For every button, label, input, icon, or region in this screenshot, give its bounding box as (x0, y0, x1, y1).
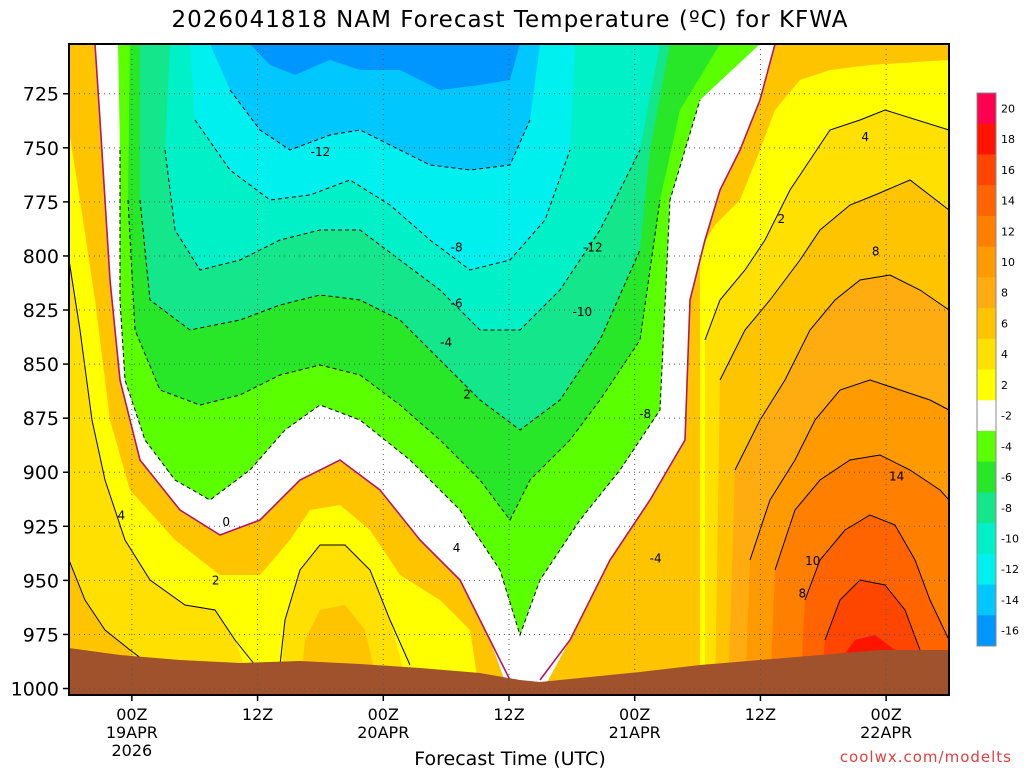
colorbar-label: 8 (1001, 287, 1008, 300)
contour-label: 4 (453, 541, 461, 555)
contour-labels: -12 -12 -8 -6 -10 -4 2 -8 0 4 4 2 -4 2 4 8 14 10 8 (118, 130, 905, 600)
colorbar-swatch (977, 615, 996, 647)
x-tick-sublabel: 21APR (609, 723, 661, 742)
colorbar-label: 4 (1001, 348, 1008, 361)
contour-label: 4 (118, 508, 126, 522)
y-tick-label: 900 (23, 462, 59, 484)
colorbar-swatch (977, 154, 996, 186)
y-tick-label: 925 (23, 516, 59, 538)
x-tick-label: 00Z (870, 705, 901, 724)
colorbar-label: 10 (1001, 256, 1015, 269)
colorbar-swatch (977, 308, 996, 340)
contour-label: 8 (799, 586, 807, 600)
x-tick-label: 00Z (619, 705, 650, 724)
colorbar-swatch (977, 430, 996, 463)
colorbar-frame (976, 92, 997, 647)
contour-label: -8 (639, 407, 651, 421)
y-tick-label: 875 (23, 408, 59, 430)
colorbar-label: 16 (1001, 164, 1015, 177)
chart-title: 2026041818 NAM Forecast Temperature (ºC)… (172, 7, 849, 33)
contour-label: -12 (583, 240, 603, 254)
region-warm-left (69, 130, 480, 695)
colorbar-swatch (977, 492, 996, 524)
colorbar-swatch (977, 461, 996, 493)
contour-label: 0 (222, 515, 230, 529)
colorbar-swatch (977, 584, 996, 616)
contour-label: -10 (573, 305, 593, 319)
region-cold-blue2 (250, 44, 520, 90)
contour-label: -8 (451, 240, 463, 254)
contour-label: 2 (463, 387, 471, 401)
colorbar-label: 6 (1001, 317, 1008, 330)
zero-contour (94, 44, 776, 681)
x-tick-label: 00Z (368, 705, 399, 724)
colorbar-swatch (977, 215, 996, 248)
y-tick-label: 975 (23, 624, 59, 646)
colorbar-swatch (977, 93, 996, 125)
colorbar: 20 18 16 14 12 10 8 6 4 2 -2 -4 -6 -8 -10 -12 -14 -16 (976, 92, 1019, 647)
x-tick-label: 12Z (242, 705, 273, 724)
contour-label: -6 (451, 297, 463, 311)
y-tick-label: 750 (23, 138, 59, 160)
y-tick-label: 950 (23, 570, 59, 592)
y-tick-label: 825 (23, 300, 59, 322)
colorbar-swatch (977, 123, 996, 155)
colorbar-swatch (977, 553, 996, 586)
y-axis: 725 750 775 800 825 850 875 900 925 950 975 1000 (11, 84, 69, 701)
contour-label: 2 (778, 212, 786, 226)
colorbar-label: 14 (1001, 195, 1015, 208)
y-tick-label: 725 (23, 84, 59, 106)
colorbar-label: 12 (1001, 225, 1015, 238)
plot-area: -12 -12 -8 -6 -10 -4 2 -8 0 4 4 2 -4 2 4 8 14 10 8 (69, 44, 949, 695)
contour-label: 8 (872, 245, 880, 259)
colorbar-label: -8 (1001, 502, 1012, 515)
terrain (69, 648, 949, 695)
colorbar-label: -4 (1001, 440, 1012, 453)
x-tick-label: 12Z (745, 705, 776, 724)
colorbar-swatch (977, 523, 996, 555)
colorbar-label: 18 (1001, 133, 1015, 146)
colorbar-label: -14 (1001, 594, 1019, 607)
x-tick-label: 12Z (493, 705, 524, 724)
contour-label: 14 (889, 470, 904, 484)
region-warm-left-gold (69, 260, 255, 695)
colorbar-label: -12 (1001, 563, 1019, 576)
warm-contours (69, 109, 949, 666)
contour-label: -4 (650, 552, 662, 566)
x-tick-label: 00Z (116, 705, 147, 724)
y-tick-label: 1000 (11, 679, 59, 701)
colorbar-label: -16 (1001, 625, 1019, 638)
x-axis-label: Forecast Time (UTC) (414, 748, 605, 768)
colorbar-label: -6 (1001, 471, 1012, 484)
colorbar-label: 20 (1001, 102, 1015, 115)
y-tick-label: 800 (23, 246, 59, 268)
x-tick-sublabel: 2026 (111, 741, 152, 760)
colorbar-swatch (977, 185, 996, 217)
x-tick-sublabel: 19APR (106, 723, 158, 742)
colorbar-label: 2 (1001, 379, 1008, 392)
contour-label: 4 (861, 130, 869, 144)
colorbar-swatch (977, 246, 996, 278)
colorbar-swatch (977, 277, 996, 309)
grid (69, 44, 949, 695)
colorbar-swatch (977, 400, 996, 432)
colorbar-swatch (977, 369, 996, 401)
contour-label: -12 (311, 145, 331, 159)
y-tick-label: 775 (23, 192, 59, 214)
credit-text: coolwx.com/modelts (840, 748, 1012, 766)
colorbar-label: -2 (1001, 410, 1012, 423)
x-tick-sublabel: 22APR (860, 723, 912, 742)
contour-label: -4 (440, 335, 452, 349)
cold-contours (119, 89, 701, 637)
colorbar-swatch (977, 338, 996, 370)
colorbar-label: -10 (1001, 532, 1019, 545)
contour-label: 10 (805, 554, 820, 568)
x-tick-sublabel: 20APR (357, 723, 409, 742)
contour-label: 2 (212, 573, 220, 587)
y-tick-label: 850 (23, 354, 59, 376)
